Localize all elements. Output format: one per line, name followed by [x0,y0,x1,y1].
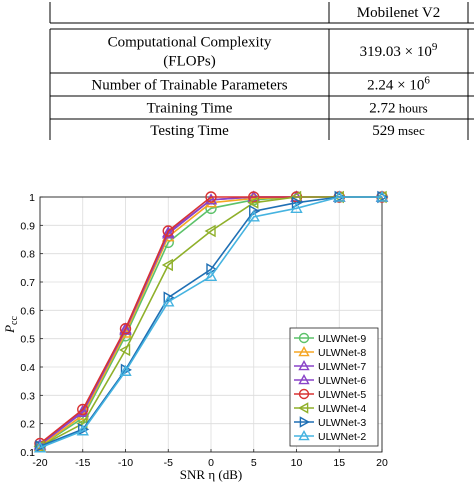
legend-entry: ULWNet-5 [318,389,366,401]
data-point [333,190,346,202]
data-point [119,343,131,357]
data-point [290,201,303,214]
x-tick-label: 15 [333,457,345,469]
legend-entry: ULWNet-9 [318,333,366,345]
y-tick-label: 0.3 [20,390,35,402]
legend-swatch-marker [298,430,310,441]
table-row-value: 319.03 × 109 [360,41,438,60]
data-point [334,190,346,204]
data-point [161,258,173,272]
legend-entry: ULWNet-7 [318,361,366,373]
legend-swatch-marker [298,388,310,400]
data-point [204,224,216,238]
x-tick-label: 0 [208,457,214,469]
legend-swatch-marker [299,416,310,428]
data-point [119,364,132,376]
data-point [33,441,47,453]
table-row-value: 529 msec [372,123,425,139]
complexity-table: Mobilenet V2 Computational Complexity (FLO… [0,0,474,142]
series-line [39,196,382,448]
legend-entry: ULWNet-3 [318,417,366,429]
x-tick-label: -20 [32,457,47,469]
legend-entry: ULWNet-6 [318,375,366,387]
y-tick-label: 0.4 [20,362,35,374]
complexity-table-graphic: Mobilenet V2 Computational Complexity (FLO… [49,2,474,142]
data-point [162,295,175,307]
legend-entry: ULWNet-8 [318,347,366,359]
x-tick-label: -5 [164,457,173,469]
table-row-value: 2.24 × 106 [367,75,430,94]
data-point [119,322,132,334]
x-tick-label: -15 [75,457,90,469]
legend: ULWNet-9 ULWNet-8 ULWNet-7 ULWNet-6 ULWNet-5… [289,327,379,447]
table-row-label: Number of Trainable Parameters [91,78,287,94]
y-tick-label: 0.7 [20,277,35,289]
legend-swatch-marker [298,402,309,414]
y-tick-label: 0.6 [20,305,35,317]
legend-entry: ULWNet-2 [318,431,366,443]
x-tick-label: -10 [118,457,133,469]
series-ulwnet-2 [33,190,389,453]
series-line [39,196,382,449]
data-point [162,225,174,237]
data-point [76,424,89,436]
series-line [39,196,382,448]
y-tick-label: 0.5 [20,334,35,346]
y-tick-label: 1 [29,192,35,204]
pcc-vs-snr-chart: -20 -15 -10 -5 0 5 10 15 20 0.1 0.2 0.3 0.4 0.5 0.6 0.7… [0,182,474,489]
y-axis-label: Pcc [2,316,20,334]
legend-entry: ULWNet-4 [318,403,366,415]
data-point [205,191,217,203]
y-tick-label: 0.9 [20,220,35,232]
data-point [247,210,260,222]
y-tick-label: 0.2 [20,419,35,431]
data-point [119,323,132,335]
legend-swatch-marker [298,374,310,385]
legend-swatch-marker [298,346,310,357]
table-row-label: Testing Time [150,123,229,139]
x-tick-label: 10 [291,457,303,469]
table-row-label: Training Time [147,101,233,117]
table-row-label: Computational Complexity [108,35,272,51]
table-row-label: (FLOPs) [163,54,216,70]
x-tick-label: 5 [251,457,257,469]
table-header-cell: Mobilenet V2 [357,5,440,21]
legend-swatch-marker [298,332,310,344]
legend-swatch-marker [298,360,310,371]
y-tick-label: 0.8 [20,249,35,261]
table-row-value: 2.72 hours [369,101,427,117]
x-tick-label: 20 [376,457,388,469]
x-axis-label: SNR η (dB) [180,467,242,482]
data-point [163,291,175,304]
y-tick-label: 0.1 [20,447,35,459]
data-point [247,196,259,209]
pcc-vs-snr-plot: -20 -15 -10 -5 0 5 10 15 20 0.1 0.2 0.3 0.4 0.5 0.6 0.7… [2,190,389,482]
data-point [77,403,89,416]
data-point [375,190,389,202]
data-point [204,269,218,282]
